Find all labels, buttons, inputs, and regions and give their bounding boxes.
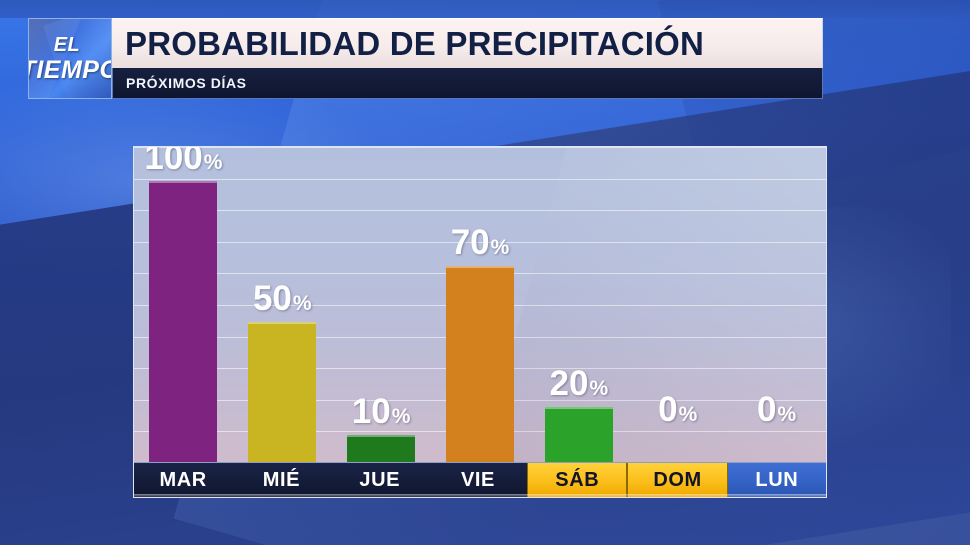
bar-slot-mar: 100% <box>134 147 233 463</box>
day-label-text: VIE <box>460 469 495 491</box>
bar-value-label-sáb: 20% <box>550 366 609 401</box>
precipitation-bar-chart: 100% 50% 10% 70% 20% 0% 0% MAR MIÉ JUE VIE SÁB DOM L… <box>133 146 827 498</box>
channel-logo: EL TIEMPO <box>28 18 112 99</box>
day-label-text: MIÉ <box>262 469 301 491</box>
bar-value-number: 0 <box>757 390 777 429</box>
bar-value-number: 0 <box>658 390 678 429</box>
bar-slot-dom: 0% <box>628 147 727 463</box>
percent-sign: % <box>203 151 223 174</box>
bar-slot-lun: 0% <box>727 147 826 463</box>
page-title: PROBABILIDAD DE PRECIPITACIÓN <box>125 25 705 62</box>
gridline <box>134 178 826 180</box>
bar-sáb: 20% <box>544 366 613 463</box>
day-label-vie[interactable]: VIE <box>429 463 527 497</box>
bar-value-label-jue: 10% <box>352 394 411 429</box>
percent-sign: % <box>589 376 609 400</box>
bar-value-number: 70 <box>450 222 490 262</box>
bar-value-label-mié: 50% <box>253 281 312 316</box>
chart-plot-area: 100% 50% 10% 70% 20% 0% 0% <box>134 147 826 463</box>
bar-value-label-vie: 70% <box>451 225 510 260</box>
bar-mié: 50% <box>248 281 317 463</box>
bar-value-number: 10 <box>351 391 391 431</box>
day-label-dom[interactable]: DOM <box>627 463 728 497</box>
bar-value-number: 100 <box>144 146 203 177</box>
bar-vie: 70% <box>446 225 514 463</box>
gridline <box>134 210 826 212</box>
bar-value-number: 50 <box>252 279 292 318</box>
bar-value-label-mar: 100% <box>144 146 223 177</box>
gridline <box>134 241 826 243</box>
bar-value-label-dom: 0% <box>658 392 697 427</box>
bar-mar: 100% <box>144 147 222 463</box>
header-text-block: PROBABILIDAD DE PRECIPITACIÓN PRÓXIMOS D… <box>112 18 823 99</box>
day-label-mié[interactable]: MIÉ <box>232 463 330 497</box>
day-label-text: DOM <box>653 469 702 491</box>
day-label-lun[interactable]: LUN <box>727 463 826 497</box>
background-top-band <box>0 0 970 18</box>
day-axis-strip: MAR MIÉ JUE VIE SÁB DOM LUN <box>134 462 826 497</box>
bar-jue: 10% <box>347 394 416 463</box>
day-label-text: JUE <box>359 469 401 491</box>
day-label-mar[interactable]: MAR <box>134 463 232 497</box>
bar-value-number: 20 <box>549 363 589 403</box>
logo-line-1: EL <box>53 33 81 56</box>
percent-sign: % <box>292 292 312 315</box>
subtitle-bar: PRÓXIMOS DÍAS <box>112 68 823 99</box>
gridline <box>134 147 826 148</box>
logo-line-2: TIEMPO <box>29 55 111 84</box>
day-label-sáb[interactable]: SÁB <box>527 463 628 497</box>
bar-slot-vie: 70% <box>431 147 530 463</box>
percent-sign: % <box>391 404 411 428</box>
header: EL TIEMPO PROBABILIDAD DE PRECIPITACIÓN … <box>28 18 823 99</box>
day-label-text: SÁB <box>555 469 600 491</box>
day-label-text: MAR <box>159 469 207 491</box>
day-label-jue[interactable]: JUE <box>331 463 429 497</box>
percent-sign: % <box>490 235 510 259</box>
bar-slot-jue: 10% <box>332 147 431 463</box>
bar-value-label-lun: 0% <box>757 392 796 427</box>
page-subtitle: PRÓXIMOS DÍAS <box>126 75 247 91</box>
percent-sign: % <box>678 403 698 426</box>
bar-slot-sáb: 20% <box>529 147 628 463</box>
title-bar: PROBABILIDAD DE PRECIPITACIÓN <box>112 18 823 68</box>
day-label-text: LUN <box>755 469 799 491</box>
bar-slot-mié: 50% <box>233 147 332 463</box>
percent-sign: % <box>777 403 797 426</box>
